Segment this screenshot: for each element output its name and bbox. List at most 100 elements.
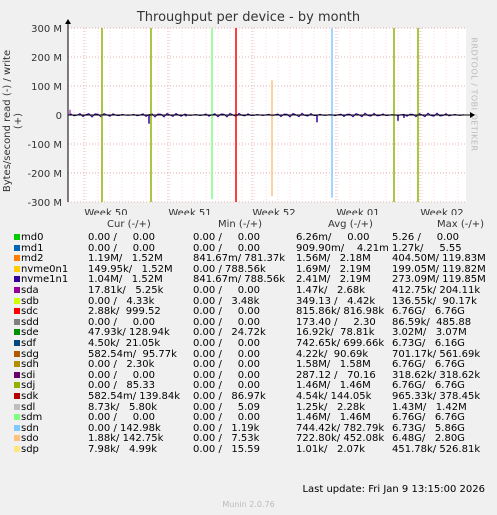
max-value: 3.02M/ 3.07M [392, 327, 467, 339]
max-value: 318.62k/ 318.62k [392, 369, 481, 381]
legend-row-sda: sda 17.81k/ 5.25k 0.00 / 0.00 1.47k/ 2.68k 4… [0, 285, 497, 296]
max-value: 86.59k/ 485.88 [392, 316, 472, 328]
legend-swatch [14, 308, 20, 315]
min-value: 841.67m/ 788.56k [193, 274, 286, 286]
min-value: 0.00 / 0.00 [193, 412, 260, 424]
device-name: sdb [21, 295, 39, 307]
legend-swatch [14, 403, 20, 410]
y-axis-arrow-icon [65, 19, 71, 24]
legend-swatch [14, 393, 20, 399]
cur-value: 1.88k/ 142.75k [88, 433, 164, 445]
legend-row-sdg: sdg 582.54m/ 95.77k 0.00 / 0.00 4.22k/ 90.6… [0, 349, 497, 360]
legend-swatch [14, 244, 20, 251]
legend-swatch [14, 265, 20, 272]
y-tick-label: -300 M [27, 198, 62, 209]
cur-value: 0.00 / 0.00 [88, 232, 155, 243]
min-value: 0.00 / 0.00 [193, 348, 260, 360]
legend-row-sdi: sdi 0.00 / 0.00 0.00 / 0.00 287.12 / 70.16 3… [0, 370, 497, 381]
legend-row-sdd: sdd 0.00 / 0.00 0.00 / 0.00 173.40 / 2.30 86… [0, 317, 497, 328]
device-name: sdd [21, 316, 39, 328]
device-name: md0 [21, 232, 44, 243]
legend-row-nvme1n1: nvme1n1 1.04M/ 1.52M 841.67m/ 788.56k 2.41M… [0, 274, 497, 285]
cur-value: 4.50k/ 21.05k [88, 338, 161, 349]
min-value: 0.00 / 86.97k [193, 391, 266, 402]
cur-value: 47.93k/ 128.94k [88, 327, 170, 339]
avg-value: 4.54k/ 144.05k [296, 391, 372, 402]
cur-value: 0.00 / 142.98k [88, 422, 161, 434]
max-value: 6.48G/ 2.80G [392, 433, 465, 445]
cur-value: 1.19M/ 1.52M [88, 253, 163, 265]
avg-value: 2.41M/ 2.19M [296, 274, 371, 286]
legend-swatch [14, 340, 20, 346]
legend-row-sdm: sdm 0.00 / 0.00 0.00 / 0.00 1.46M/ 1.46M 6.7… [0, 412, 497, 423]
min-value: 0.00 / 788.56k [193, 263, 266, 275]
max-value: 6.76G/ 6.76G [392, 412, 465, 424]
avg-value: 909.90m/ 4.21m [296, 242, 389, 254]
avg-value: 1.56M/ 2.18M [296, 253, 371, 265]
max-value: 451.78k/ 526.81k [392, 444, 481, 455]
cur-value: 0.00 / 85.33 [88, 380, 155, 392]
max-value: 5.26 / 0.00 [392, 232, 459, 243]
x-tick-label: Week 01 [336, 208, 379, 215]
avg-value: 1.25k/ 2.28k [296, 401, 366, 413]
max-value: 701.17k/ 561.69k [392, 348, 481, 360]
device-name: sdg [21, 348, 39, 360]
legend-row-sdc: sdc 2.88k/ 999.52 0.00 / 0.00 815.86k/ 816.… [0, 306, 497, 317]
legend-row-sdp: sdp 7.98k/ 4.99k 0.00 / 15.59 1.01k/ 2.07k 4… [0, 444, 497, 455]
min-value: 0.00 / 0.00 [193, 306, 260, 318]
avg-value: 744.42k/ 782.79k [296, 422, 385, 434]
device-name: md1 [21, 242, 44, 254]
y-tick-label: -100 M [27, 140, 62, 151]
x-tick-label: Week 51 [168, 208, 211, 215]
last-update: Last update: Fri Jan 9 13:15:00 2026 [302, 484, 485, 495]
x-tick-label: Week 52 [252, 208, 295, 215]
avg-value: 1.69M/ 2.19M [296, 263, 371, 275]
avg-value: 722.80k/ 452.08k [296, 433, 385, 445]
x-tick-label: Week 02 [420, 208, 463, 215]
avg-value: 6.26m/ 0.00 [296, 232, 370, 243]
avg-value: 1.01k/ 2.07k [296, 444, 366, 455]
legend-swatch [14, 329, 20, 336]
avg-value: 173.40 / 2.30 [296, 316, 376, 328]
min-value: 0.00 / 0.00 [193, 316, 260, 328]
max-value: 965.33k/ 378.45k [392, 391, 481, 402]
legend-swatch [14, 361, 20, 368]
max-value: 404.50M/ 119.83M [392, 253, 486, 265]
legend-row-sdl: sdl 8.73k/ 5.80k 0.00 / 5.09 1.25k/ 2.28k 1.… [0, 402, 497, 413]
legend-header-min: Min (-/+) [218, 219, 263, 230]
x-axis-arrow-icon [470, 112, 475, 118]
cur-value: 0.00 / 2.30k [88, 359, 155, 371]
max-value: 273.09M/ 119.85M [392, 274, 486, 286]
legend-swatch [14, 414, 20, 421]
y-tick-label: -200 M [27, 169, 62, 180]
min-value: 0.00 / 0.00 [193, 232, 260, 243]
avg-value: 815.86k/ 816.98k [296, 306, 385, 318]
x-tick-label: Week 50 [84, 208, 127, 215]
max-value: 412.75k/ 204.11k [392, 285, 481, 296]
avg-value: 4.22k/ 90.69k [296, 348, 369, 360]
min-value: 0.00 / 0.00 [193, 338, 260, 349]
legend-row-sdh: sdh 0.00 / 2.30k 0.00 / 0.00 1.58M/ 1.58M 6.… [0, 359, 497, 370]
graph-title: Throughput per device - by month [136, 10, 361, 25]
device-name: sdk [21, 391, 39, 402]
avg-value: 1.46M/ 1.46M [296, 380, 371, 392]
min-value: 0.00 / 3.48k [193, 295, 260, 307]
device-name: sdh [21, 359, 39, 371]
device-name: sde [21, 327, 39, 339]
device-name: sdj [21, 380, 36, 392]
munin-version: Munin 2.0.76 [222, 500, 275, 509]
avg-value: 742.65k/ 699.66k [296, 338, 385, 349]
max-value: 6.76G/ 6.76G [392, 380, 465, 392]
min-value: 0.00 / 7.53k [193, 433, 260, 445]
min-value: 0.00 / 1.19k [193, 422, 260, 434]
legend-swatch [14, 446, 20, 452]
y-tick-label: 300 M [31, 24, 62, 35]
device-name: sdn [21, 422, 39, 434]
legend-swatch [14, 297, 20, 304]
legend-row-sdn: sdn 0.00 / 142.98k 0.00 / 1.19k 744.42k/ 78… [0, 423, 497, 434]
legend-swatch [14, 371, 20, 378]
max-value: 136.55k/ 90.17k [392, 295, 477, 307]
device-name: sdc [21, 306, 39, 318]
legend-row-md0: md0 0.00 / 0.00 0.00 / 0.00 6.26m/ 0.00 5.26… [0, 232, 497, 243]
legend-swatch [14, 318, 20, 325]
